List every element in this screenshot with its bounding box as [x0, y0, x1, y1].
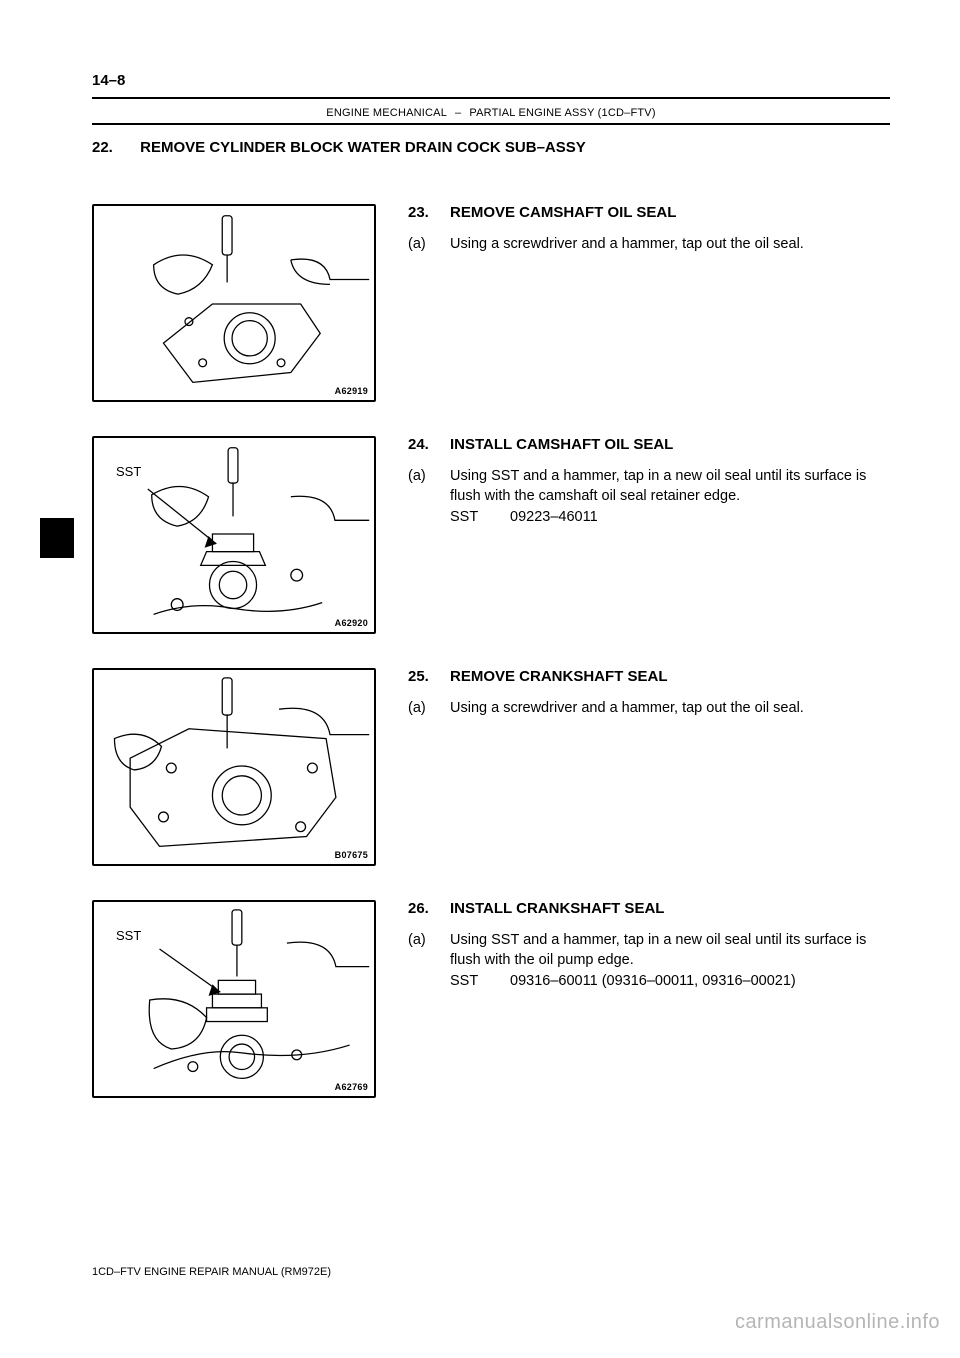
- step-item-letter: (a): [408, 467, 450, 528]
- figure: B07675: [92, 668, 376, 866]
- figure-id: A62920: [335, 618, 368, 628]
- step-item-sentence: Using SST and a hammer, tap in a new oil…: [450, 468, 866, 504]
- figure-id: B07675: [335, 850, 368, 860]
- step-text: (a) Using SST and a hammer, tap in a new…: [408, 931, 890, 992]
- step-number: 23.: [408, 204, 450, 221]
- step-title: REMOVE CRANKSHAFT SEAL: [450, 668, 668, 685]
- breadcrumb-section: ENGINE MECHANICAL: [326, 107, 447, 119]
- step-item-text: Using a screwdriver and a hammer, tap ou…: [450, 235, 890, 255]
- breadcrumb: ENGINE MECHANICAL – PARTIAL ENGINE ASSY …: [92, 101, 890, 123]
- step-number: 26.: [408, 900, 450, 917]
- figure: A62919: [92, 204, 376, 402]
- sst-prefix: SST: [450, 508, 506, 528]
- step-body: 26. INSTALL CRANKSHAFT SEAL (a) Using SS…: [376, 900, 890, 996]
- step-item-text: Using SST and a hammer, tap in a new oil…: [450, 931, 890, 992]
- step-heading: 23. REMOVE CAMSHAFT OIL SEAL: [408, 204, 890, 221]
- side-tab: [40, 518, 74, 558]
- sst-label: SST: [116, 464, 141, 479]
- step-number: 25.: [408, 668, 450, 685]
- step-text: (a) Using SST and a hammer, tap in a new…: [408, 467, 890, 528]
- figure: SST A62920: [92, 436, 376, 634]
- footer: 1CD–FTV ENGINE REPAIR MANUAL (RM972E): [92, 1266, 331, 1278]
- header-rule-bottom: [92, 123, 890, 125]
- breadcrumb-sep: –: [455, 107, 461, 119]
- step-body: 24. INSTALL CAMSHAFT OIL SEAL (a) Using …: [376, 436, 890, 532]
- step-item-letter: (a): [408, 235, 450, 255]
- step-text: (a) Using a screwdriver and a hammer, ta…: [408, 235, 890, 255]
- step-heading: 26. INSTALL CRANKSHAFT SEAL: [408, 900, 890, 917]
- step-row: B07675 25. REMOVE CRANKSHAFT SEAL (a) Us…: [92, 668, 890, 866]
- page-number: 14–8: [92, 72, 890, 89]
- step-title: INSTALL CAMSHAFT OIL SEAL: [450, 436, 673, 453]
- figure: SST A62769: [92, 900, 376, 1098]
- step-item-text: Using a screwdriver and a hammer, tap ou…: [450, 699, 890, 719]
- step-item-sentence: Using SST and a hammer, tap in a new oil…: [450, 932, 866, 968]
- breadcrumb-subsection: PARTIAL ENGINE ASSY (1CD–FTV): [469, 107, 655, 119]
- step-body: 23. REMOVE CAMSHAFT OIL SEAL (a) Using a…: [376, 204, 890, 259]
- step-body: 25. REMOVE CRANKSHAFT SEAL (a) Using a s…: [376, 668, 890, 723]
- sst-number: 09316–60011 (09316–00011, 09316–00021): [510, 973, 796, 989]
- watermark: carmanualsonline.info: [735, 1311, 940, 1334]
- step-number: 24.: [408, 436, 450, 453]
- section-title: 22. REMOVE CYLINDER BLOCK WATER DRAIN CO…: [92, 139, 890, 156]
- section-number: 22.: [92, 139, 136, 156]
- sst-label: SST: [116, 928, 141, 943]
- page: 14–8 ENGINE MECHANICAL – PARTIAL ENGINE …: [0, 0, 960, 1192]
- step-text: (a) Using a screwdriver and a hammer, ta…: [408, 699, 890, 719]
- step-row: A62919 23. REMOVE CAMSHAFT OIL SEAL (a) …: [92, 204, 890, 402]
- figure-id: A62769: [335, 1082, 368, 1092]
- step-heading: 24. INSTALL CAMSHAFT OIL SEAL: [408, 436, 890, 453]
- drawing-icon: [94, 206, 374, 400]
- step-heading: 25. REMOVE CRANKSHAFT SEAL: [408, 668, 890, 685]
- step-title: INSTALL CRANKSHAFT SEAL: [450, 900, 664, 917]
- step-row: SST A62769 26. INSTALL CRANKSHAFT SEAL (…: [92, 900, 890, 1098]
- figure-id: A62919: [335, 386, 368, 396]
- step-item-letter: (a): [408, 931, 450, 992]
- sst-number: 09223–46011: [510, 509, 598, 525]
- step-title: REMOVE CAMSHAFT OIL SEAL: [450, 204, 676, 221]
- header-rule-top: [92, 97, 890, 99]
- sst-prefix: SST: [450, 972, 506, 992]
- step-row: SST A62920 24. INSTALL CAMSHAFT OIL SEAL…: [92, 436, 890, 634]
- section-heading-text: REMOVE CYLINDER BLOCK WATER DRAIN COCK S…: [140, 139, 586, 156]
- step-item-text: Using SST and a hammer, tap in a new oil…: [450, 467, 890, 528]
- step-item-letter: (a): [408, 699, 450, 719]
- drawing-icon: [94, 670, 374, 864]
